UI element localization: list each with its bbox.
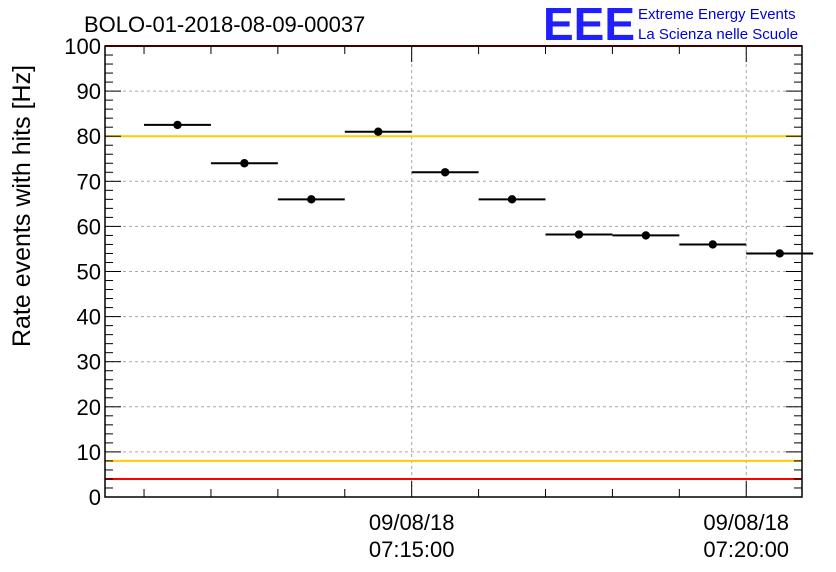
y-tick-label: 60: [77, 214, 101, 239]
x-tick-label-time: 07:15:00: [369, 537, 455, 562]
y-tick-label: 0: [89, 485, 101, 510]
x-tick-label-date: 09/08/18: [703, 510, 789, 535]
data-point: [440, 168, 450, 177]
y-axis-label: Rate events with hits [Hz]: [8, 65, 36, 347]
y-tick-label: 10: [77, 440, 101, 465]
x-tick-label-time: 07:20:00: [703, 537, 789, 562]
plot-area: 010203040506070809010009/08/1807:15:0009…: [64, 34, 814, 562]
data-point: [641, 231, 651, 240]
logo-line-2: La Scienza nelle Scuole: [638, 26, 798, 43]
data-point: [574, 230, 584, 239]
data-point: [240, 159, 249, 168]
y-tick-label: 40: [77, 305, 101, 330]
data-point: [775, 249, 784, 258]
data-point: [307, 195, 316, 204]
y-tick-label: 30: [77, 350, 101, 375]
data-point: [507, 195, 517, 204]
y-tick-label: 100: [64, 34, 101, 59]
data-point: [708, 240, 717, 249]
data-point: [374, 127, 383, 136]
x-tick-label-date: 09/08/18: [369, 510, 455, 535]
y-tick-label: 20: [77, 395, 101, 420]
y-tick-label: 90: [77, 79, 101, 104]
y-tick-label: 70: [77, 169, 101, 194]
data-point: [173, 120, 182, 130]
eee-logo: EEE Extreme Energy Events La Scienza nel…: [543, 0, 798, 50]
y-tick-label: 80: [77, 124, 101, 149]
chart-title: BOLO-01-2018-08-09-00037: [84, 12, 365, 37]
logo-line-1: Extreme Energy Events: [638, 6, 796, 23]
logo-mark: EEE: [543, 0, 635, 50]
y-tick-label: 50: [77, 260, 101, 285]
